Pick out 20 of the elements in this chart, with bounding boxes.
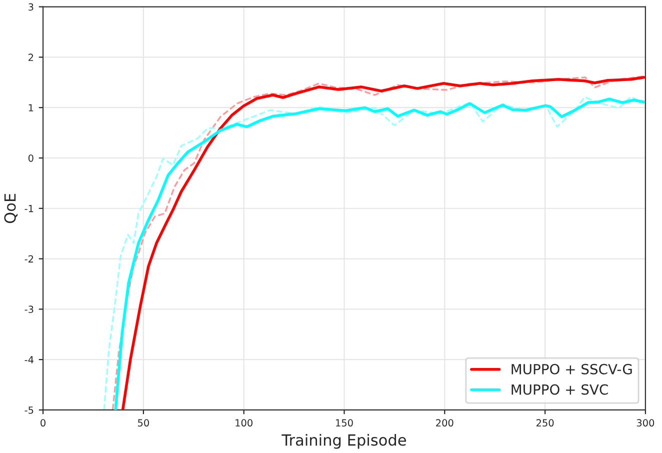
y-tick-label: -5	[24, 406, 34, 414]
x-tick-label: 150	[336, 419, 353, 427]
y-tick-label: -2	[24, 255, 34, 262]
y-tick-label: 0	[28, 154, 34, 162]
y-tick-label: 3	[28, 3, 34, 11]
x-tick-label: 300	[636, 419, 654, 427]
y-axis-title: QoE	[4, 194, 18, 224]
y-tick-label: -1	[24, 204, 34, 212]
legend-label: MUPPO + SVC	[512, 384, 608, 395]
x-tick-label: 250	[536, 419, 554, 427]
x-tick-label: 100	[236, 419, 252, 427]
y-tick-label: 2	[28, 54, 34, 61]
x-axis-title: Training Episode	[282, 434, 406, 449]
legend-label: MUPPO + SSCV-G	[512, 364, 632, 374]
x-tick-label: 200	[436, 419, 454, 427]
x-tick-label: 0	[40, 419, 46, 427]
x-tick-label: 50	[138, 419, 149, 427]
y-tick-label: 1	[28, 104, 34, 112]
y-tick-label: -4	[24, 356, 34, 364]
y-tick-label: -3	[24, 306, 34, 314]
